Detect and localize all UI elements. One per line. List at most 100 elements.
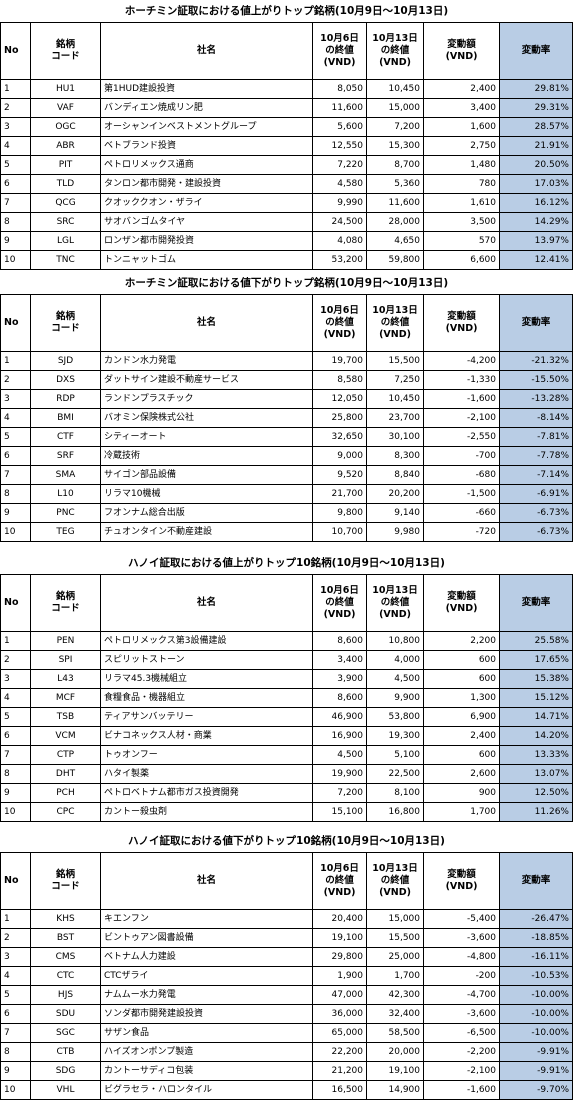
row-rate: 14.29% xyxy=(499,212,573,232)
row-prev-close: 7,220 xyxy=(312,155,367,175)
row-code: RDP xyxy=(30,389,101,409)
row-no: 8 xyxy=(0,212,31,232)
row-code: PCH xyxy=(30,783,101,803)
section-title: ハノイ証取における値下がりトップ10銘柄(10月9日～10月13日) xyxy=(128,835,445,847)
table-row: 5 HJS ナムムー水力発電 47,000 42,300 -4,700 -10.00% xyxy=(0,985,573,1005)
row-change: -660 xyxy=(423,503,500,523)
row-rate: 15.12% xyxy=(499,688,573,708)
row-name: シティーオート xyxy=(100,427,313,447)
table-row: 2 SPI スピリットストーン 3,400 4,000 600 17.65% xyxy=(0,650,573,670)
row-rate: -9.91% xyxy=(499,1042,573,1062)
row-no: 7 xyxy=(0,193,31,213)
row-prev-close: 8,580 xyxy=(312,370,367,390)
row-name: オーシャンインベストメントグループ xyxy=(100,117,313,137)
row-code: SRC xyxy=(30,212,101,232)
header-prev-line3: (VND) xyxy=(323,887,356,898)
row-change: -5,400 xyxy=(423,909,500,929)
row-prev-close: 24,500 xyxy=(312,212,367,232)
row-prev-close: 9,520 xyxy=(312,465,367,485)
row-no: 6 xyxy=(0,726,31,746)
table-row: 2 BST ビントゥアン図書設備 19,100 15,500 -3,600 -18.85% xyxy=(0,928,573,948)
row-rate: 20.50% xyxy=(499,155,573,175)
row-rate: 29.81% xyxy=(499,79,573,99)
row-name: ナムムー水力発電 xyxy=(100,985,313,1005)
row-change: -3,600 xyxy=(423,1004,500,1024)
header-code-line2: コード xyxy=(51,323,80,334)
header-code-line2: コード xyxy=(51,51,80,62)
row-no: 4 xyxy=(0,966,31,986)
row-curr-close: 11,600 xyxy=(366,193,424,213)
row-name: トンニャットゴム xyxy=(100,250,313,270)
row-change: -720 xyxy=(423,522,500,542)
header-curr-line1: 10月13日 xyxy=(372,585,418,596)
row-prev-close: 36,000 xyxy=(312,1004,367,1024)
section-title: ホーチミン証取における値上がりトップ銘柄(10月9日～10月13日) xyxy=(124,5,449,17)
row-curr-close: 32,400 xyxy=(366,1004,424,1024)
header-row: No 銘柄 コード 社名 10月6日 の終値 (VND) 10月13日 の終値 (VND)… xyxy=(0,294,573,352)
header-curr-close: 10月13日 の終値 (VND) xyxy=(366,22,424,80)
header-change: 変動額 (VND) xyxy=(423,22,500,80)
table-row: 4 CTC CTCザライ 1,900 1,700 -200 -10.53% xyxy=(0,966,573,986)
row-name: フオンナム総合出版 xyxy=(100,503,313,523)
table-row: 8 CTB ハイズオンポンプ製造 22,200 20,000 -2,200 -9.91% xyxy=(0,1042,573,1062)
row-curr-close: 8,300 xyxy=(366,446,424,466)
header-curr-line1: 10月13日 xyxy=(372,863,418,874)
header-curr-close: 10月13日 の終値 (VND) xyxy=(366,852,424,910)
row-curr-close: 59,800 xyxy=(366,250,424,270)
row-rate: -9.91% xyxy=(499,1061,573,1081)
table-row: 10 CPC カントー殺虫剤 15,100 16,800 1,700 11.26% xyxy=(0,802,573,822)
row-rate: 12.41% xyxy=(499,250,573,270)
row-code: SMA xyxy=(30,465,101,485)
row-curr-close: 10,450 xyxy=(366,389,424,409)
row-code: SPI xyxy=(30,650,101,670)
row-no: 9 xyxy=(0,503,31,523)
header-prev-line1: 10月6日 xyxy=(320,305,359,316)
row-name: カンドン水力発電 xyxy=(100,351,313,371)
row-code: KHS xyxy=(30,909,101,929)
row-code: SDU xyxy=(30,1004,101,1024)
row-name: カントー殺虫剤 xyxy=(100,802,313,822)
row-code: L43 xyxy=(30,669,101,689)
row-no: 10 xyxy=(0,1080,31,1100)
table-row: 10 TNC トンニャットゴム 53,200 59,800 6,600 12.41% xyxy=(0,250,573,270)
row-change: 3,500 xyxy=(423,212,500,232)
row-rate: -6.73% xyxy=(499,522,573,542)
row-name: ペトロベトナム都市ガス投資開発 xyxy=(100,783,313,803)
header-rate: 変動率 xyxy=(499,294,573,352)
row-change: 6,900 xyxy=(423,707,500,727)
row-no: 5 xyxy=(0,707,31,727)
row-prev-close: 16,500 xyxy=(312,1080,367,1100)
row-rate: -6.73% xyxy=(499,503,573,523)
row-rate: 25.58% xyxy=(499,631,573,651)
row-rate: 21.91% xyxy=(499,136,573,156)
row-change: -200 xyxy=(423,966,500,986)
row-no: 9 xyxy=(0,1061,31,1081)
row-curr-close: 5,360 xyxy=(366,174,424,194)
header-no: No xyxy=(0,22,31,80)
row-rate: 13.97% xyxy=(499,231,573,251)
row-name: ビグラセラ・ハロンタイル xyxy=(100,1080,313,1100)
row-code: TEG xyxy=(30,522,101,542)
row-code: CTF xyxy=(30,427,101,447)
row-rate: -16.11% xyxy=(499,947,573,967)
row-no: 5 xyxy=(0,985,31,1005)
row-change: -2,100 xyxy=(423,1061,500,1081)
header-name: 社名 xyxy=(100,574,313,632)
row-code: BMI xyxy=(30,408,101,428)
row-no: 2 xyxy=(0,928,31,948)
row-curr-close: 58,500 xyxy=(366,1023,424,1043)
row-curr-close: 42,300 xyxy=(366,985,424,1005)
table-row: 6 SDU ソンダ都市開発建設投資 36,000 32,400 -3,600 -10.00% xyxy=(0,1004,573,1024)
row-prev-close: 15,100 xyxy=(312,802,367,822)
row-name: ロンザン都市開発投資 xyxy=(100,231,313,251)
row-no: 1 xyxy=(0,631,31,651)
header-prev-line3: (VND) xyxy=(323,329,356,340)
row-prev-close: 4,080 xyxy=(312,231,367,251)
row-rate: -15.50% xyxy=(499,370,573,390)
row-curr-close: 19,100 xyxy=(366,1061,424,1081)
row-no: 2 xyxy=(0,98,31,118)
header-code-line1: 銘柄 xyxy=(55,869,75,880)
table-row: 6 VCM ビナコネックス人材・商業 16,900 19,300 2,400 14.20% xyxy=(0,726,573,746)
row-no: 1 xyxy=(0,351,31,371)
row-change: -1,600 xyxy=(423,1080,500,1100)
